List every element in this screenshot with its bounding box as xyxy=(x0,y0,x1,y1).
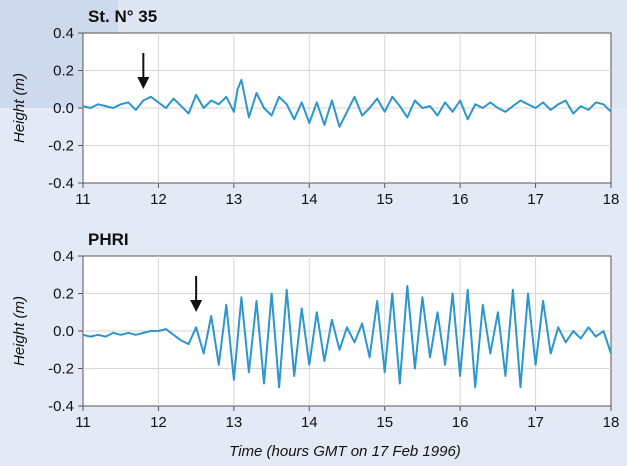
x-tick-label: 15 xyxy=(376,414,393,431)
grid-2 xyxy=(83,256,611,406)
y-tick-label: 0.0 xyxy=(53,323,74,340)
panel-title-1: St. N° 35 xyxy=(88,7,157,26)
arrow-down-icon xyxy=(190,300,203,312)
x-tick-label: 11 xyxy=(75,414,91,431)
onset-arrow-2 xyxy=(190,276,203,312)
chart-panel-2: 0.40.20.0-0.2-0.4 11 12 13 14 15 16 17 18 PHRI … xyxy=(11,230,619,460)
x-tick-label: 14 xyxy=(301,191,318,208)
x-axis-title: Time (hours GMT on 17 Feb 1996) xyxy=(229,443,461,460)
x-tick-label: 16 xyxy=(452,414,469,431)
x-ticks-2: 11 12 13 14 15 16 17 18 xyxy=(75,406,619,431)
x-tick-label: 13 xyxy=(226,191,243,208)
y-axis-title-1: Height (m) xyxy=(11,73,28,143)
y-ticks-1: 0.4 0.2 0.0 -0.2 -0.4 xyxy=(48,25,83,192)
x-tick-label: 12 xyxy=(150,191,167,208)
y-tick-label: -0.2 xyxy=(48,138,74,155)
x-tick-label: 17 xyxy=(527,414,544,431)
x-tick-label: 15 xyxy=(376,191,393,208)
y-tick-label: -0.2 xyxy=(48,361,74,378)
y-tick-label: -0.4 xyxy=(48,398,74,415)
y-ticks-2: 0.4 0.2 0.0 -0.2 -0.4 xyxy=(48,248,83,415)
y-axis-title-2: Height (m) xyxy=(11,296,28,366)
x-tick-label: 13 xyxy=(226,414,243,431)
y-tick-label: 0.2 xyxy=(53,286,74,303)
onset-arrow-1 xyxy=(137,53,150,89)
x-tick-label: 16 xyxy=(452,191,469,208)
x-tick-label: 18 xyxy=(603,414,620,431)
panel-title-2: PHRI xyxy=(88,230,129,249)
x-tick-label: 12 xyxy=(150,414,167,431)
y-tick-label: 0.4 xyxy=(53,248,74,265)
series-line-1 xyxy=(82,78,612,128)
y-tick-label: 0.2 xyxy=(53,63,74,80)
chart-panel-1: 0.4 0.2 0.0 -0.2 -0.4 11 12 13 14 15 16 17 18 St. N… xyxy=(11,7,619,208)
x-tick-label: 17 xyxy=(527,191,544,208)
series-line-2 xyxy=(82,285,612,389)
x-tick-label: 11 xyxy=(75,191,91,208)
grid-1 xyxy=(83,33,611,183)
y-tick-label: -0.4 xyxy=(48,175,74,192)
y-tick-label: 0.0 xyxy=(53,100,74,117)
x-ticks-1: 11 12 13 14 15 16 17 18 xyxy=(75,183,619,208)
x-tick-label: 18 xyxy=(603,191,620,208)
arrow-down-icon xyxy=(137,77,150,89)
x-tick-label: 14 xyxy=(301,414,318,431)
y-tick-label: 0.4 xyxy=(53,25,74,42)
